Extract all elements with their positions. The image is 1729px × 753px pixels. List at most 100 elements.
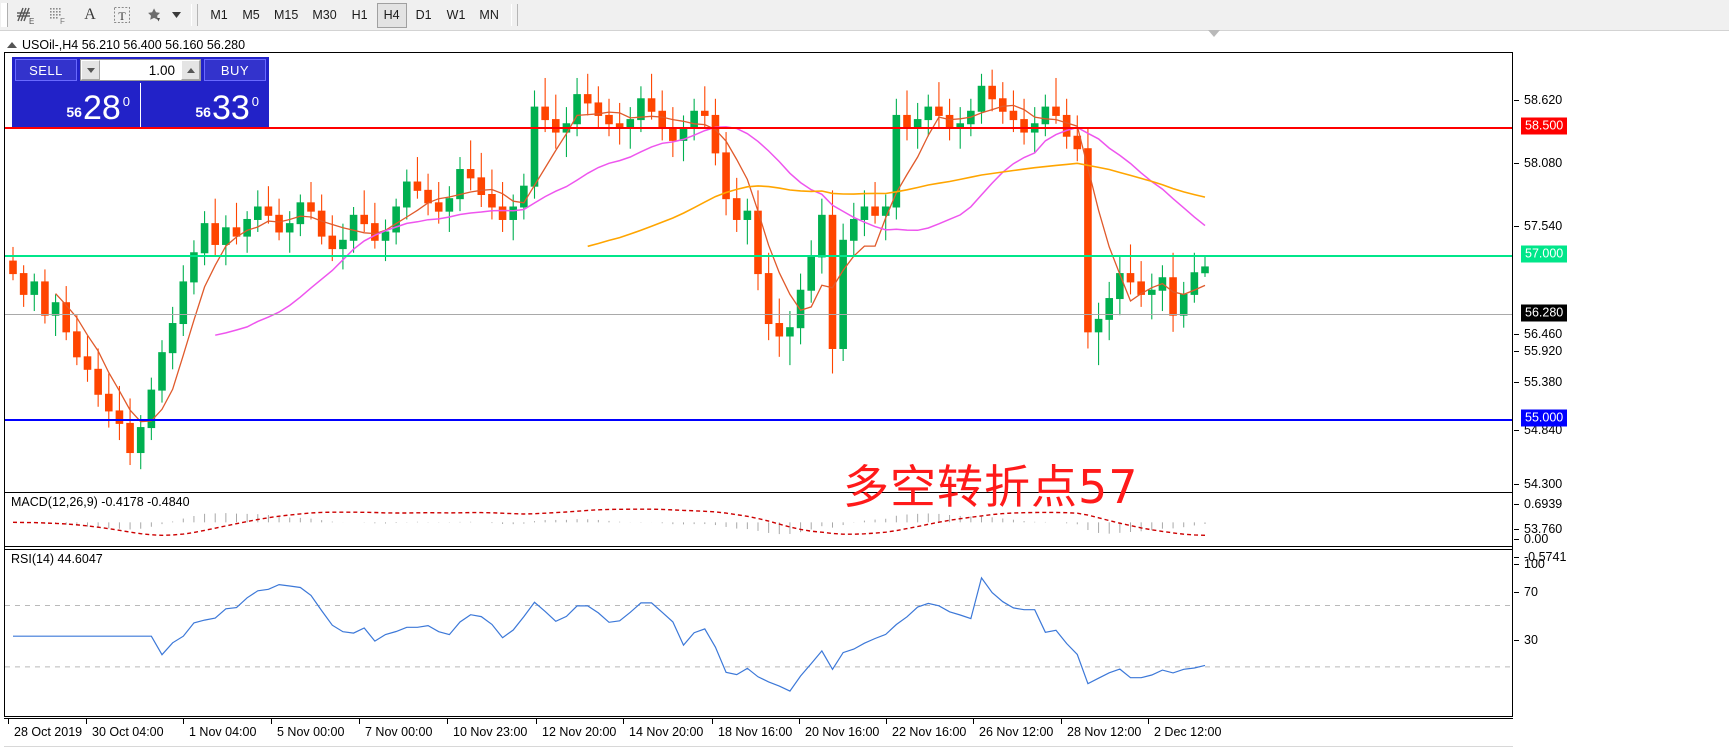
time-tick: 26 Nov 12:00 — [973, 719, 1053, 739]
timeframe-m30[interactable]: M30 — [312, 8, 337, 22]
one-click-trading-panel[interactable]: SELL 1.00 BUY 56 28 0 56 33 0 — [12, 57, 269, 127]
trade-controls-row: SELL 1.00 BUY — [12, 57, 269, 83]
buy-price-fraction: 0 — [251, 94, 259, 109]
volume-stepper[interactable]: 1.00 — [80, 59, 201, 81]
main-toolbar: E F A — [0, 0, 1729, 31]
svg-text:E: E — [29, 17, 34, 25]
time-tick-mark — [799, 719, 800, 724]
sell-price-prefix: 56 — [66, 104, 82, 120]
price-tick: 53.760 — [1514, 522, 1562, 536]
current-price-line — [5, 314, 1512, 315]
sell-price-main: 28 — [82, 89, 121, 127]
timeframe-m15[interactable]: M15 — [274, 8, 299, 22]
price-tick: 54.840 — [1514, 423, 1562, 437]
timeframe-h4[interactable]: H4 — [376, 2, 407, 28]
price-axis[interactable]: 58.620 58.080 57.540 56.460 55.920 55.380 54.8… — [1514, 52, 1729, 717]
buy-button[interactable]: BUY — [204, 59, 266, 81]
symbol-ohlc-text: USOil-,H4 56.210 56.400 56.160 56.280 — [22, 37, 246, 52]
macd-label: MACD(12,26,9) -0.4178 -0.4840 — [11, 495, 190, 509]
time-tick-mark — [8, 719, 9, 724]
rsi-chart — [5, 576, 1512, 692]
time-tick-mark — [271, 719, 272, 724]
text-tool-icon[interactable]: A — [75, 2, 105, 28]
buy-price-main: 33 — [211, 89, 250, 127]
toolbar-grip-1[interactable] — [1, 3, 8, 27]
sell-price-display[interactable]: 56 28 0 — [12, 83, 140, 127]
buy-price-display[interactable]: 56 33 0 — [140, 83, 269, 127]
timeframe-d1[interactable]: D1 — [415, 8, 432, 22]
time-tick: 2 Dec 12:00 — [1148, 719, 1221, 739]
macd-tick: -0.5741 — [1514, 550, 1566, 564]
objects-icon[interactable] — [139, 2, 169, 28]
time-tick-mark — [536, 719, 537, 724]
text-tool-glyph: A — [84, 6, 96, 23]
indicators-icon[interactable]: E — [11, 2, 41, 28]
timeframe-h1[interactable]: H1 — [351, 8, 368, 22]
time-tick: 12 Nov 20:00 — [536, 719, 616, 739]
macd-tick: 0.6939 — [1514, 497, 1562, 511]
objects-dropdown-caret-icon[interactable] — [170, 2, 182, 28]
templates-icon[interactable]: F — [43, 2, 73, 28]
time-tick-mark — [447, 719, 448, 724]
chart-annotation-text[interactable]: 多空转折点57 — [843, 460, 1139, 514]
price-tick: 58.620 — [1514, 93, 1562, 107]
rsi-pane[interactable]: RSI(14) 44.6047 — [5, 549, 1512, 716]
rsi-tick: 30 — [1514, 633, 1538, 647]
time-tick: 20 Nov 16:00 — [799, 719, 879, 739]
time-tick-mark — [183, 719, 184, 724]
macd-tick: 0.00 — [1514, 532, 1548, 546]
price-tick: 55.920 — [1514, 344, 1562, 358]
volume-increase-button[interactable] — [181, 60, 200, 80]
chart-frame[interactable]: 多空转折点57 MACD(12,26,9) -0.4178 -0.4840 RS… — [4, 52, 1513, 717]
timeframe-m1[interactable]: M1 — [210, 8, 228, 22]
price-tick: 55.380 — [1514, 375, 1562, 389]
price-level-badge[interactable]: 56.280 — [1521, 304, 1568, 322]
time-tick: 1 Nov 04:00 — [183, 719, 256, 739]
volume-input[interactable]: 1.00 — [100, 60, 181, 80]
toolbar-separator — [191, 4, 198, 26]
macd-pane[interactable]: MACD(12,26,9) -0.4178 -0.4840 — [5, 492, 1512, 547]
collapse-triangle-icon[interactable] — [7, 41, 17, 48]
resistance-line[interactable] — [5, 127, 1512, 129]
time-tick: 30 Oct 04:00 — [86, 719, 164, 739]
price-tick: 57.540 — [1514, 219, 1562, 233]
price-tick: 54.300 — [1514, 477, 1562, 491]
timeframe-w1[interactable]: W1 — [446, 8, 466, 22]
price-tick: 56.460 — [1514, 327, 1562, 341]
pivot-line[interactable] — [5, 255, 1512, 257]
time-tick-mark — [973, 719, 974, 724]
time-tick: 28 Nov 12:00 — [1061, 719, 1141, 739]
time-axis-baseline — [4, 746, 1513, 747]
support-line[interactable] — [5, 419, 1512, 421]
time-tick: 5 Nov 00:00 — [271, 719, 344, 739]
time-tick: 14 Nov 20:00 — [623, 719, 703, 739]
sell-button[interactable]: SELL — [15, 59, 77, 81]
time-tick: 18 Nov 16:00 — [712, 719, 792, 739]
time-tick-mark — [359, 719, 360, 724]
price-tick: 58.080 — [1514, 156, 1562, 170]
toolbar-separator-2 — [510, 4, 518, 26]
macd-chart — [12, 508, 1206, 537]
time-tick-mark — [623, 719, 624, 724]
time-tick-mark — [86, 719, 87, 724]
time-tick: 28 Oct 2019 — [8, 719, 82, 739]
timeframe-mn[interactable]: MN — [479, 8, 499, 22]
buy-price-prefix: 56 — [195, 104, 211, 120]
time-tick-mark — [1148, 719, 1149, 724]
timeframe-m5[interactable]: M5 — [242, 8, 260, 22]
price-level-badge[interactable]: 55.000 — [1521, 409, 1568, 427]
volume-decrease-button[interactable] — [81, 60, 100, 80]
time-tick-mark — [1061, 719, 1062, 724]
text-label-icon[interactable]: T — [107, 2, 137, 28]
rsi-tick: 100 — [1514, 557, 1545, 571]
time-tick: 10 Nov 23:00 — [447, 719, 527, 739]
sell-price-fraction: 0 — [122, 94, 130, 109]
price-level-badge[interactable]: 57.000 — [1521, 245, 1568, 263]
trade-prices-row: 56 28 0 56 33 0 — [12, 83, 269, 127]
time-tick-mark — [886, 719, 887, 724]
chart-drag-handle-icon[interactable] — [1208, 30, 1220, 37]
price-level-badge[interactable]: 58.500 — [1521, 117, 1568, 135]
time-axis[interactable]: 28 Oct 2019 30 Oct 04:00 1 Nov 04:00 5 Nov … — [4, 718, 1513, 753]
time-tick: 22 Nov 16:00 — [886, 719, 966, 739]
